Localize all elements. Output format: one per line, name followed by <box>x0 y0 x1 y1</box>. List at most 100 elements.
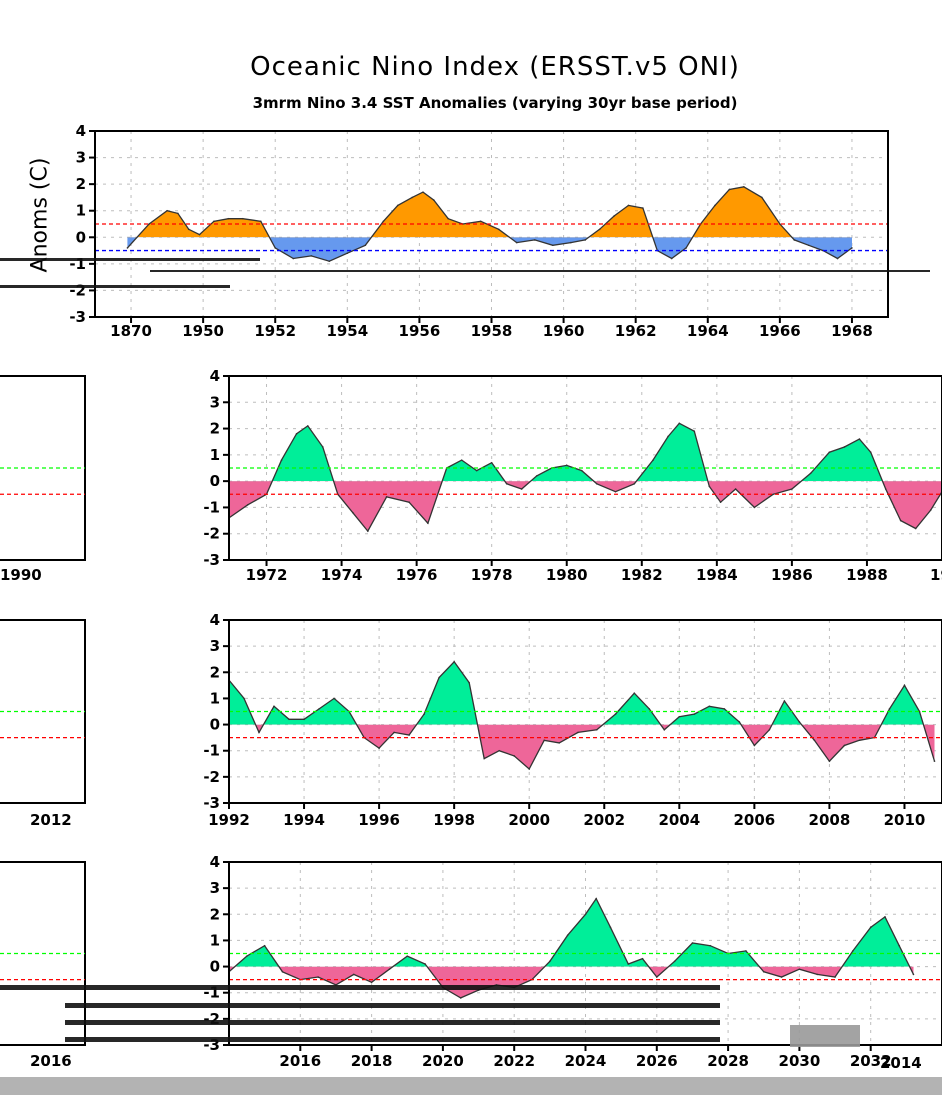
warm-fill <box>234 898 910 967</box>
data-point <box>370 981 373 984</box>
data-point <box>382 220 385 223</box>
data-point <box>834 976 836 978</box>
data-point <box>543 739 546 742</box>
warm-fill <box>229 423 942 482</box>
data-point <box>352 511 354 514</box>
x-tick-label: 1956 <box>399 322 441 340</box>
data-point <box>884 916 886 918</box>
x-tick-label: 2022 <box>493 1052 535 1070</box>
data-point <box>246 955 248 957</box>
data-point <box>912 973 915 976</box>
cool-fill <box>229 966 914 998</box>
data-point <box>352 973 355 976</box>
data-point <box>406 955 409 957</box>
data-point <box>648 708 651 710</box>
x-tick-label: 1988 <box>846 566 888 584</box>
data-point <box>148 223 150 225</box>
data-point <box>595 897 597 900</box>
data-point <box>328 260 331 263</box>
x-tick-label: 2026 <box>636 1052 678 1070</box>
data-point <box>427 522 429 524</box>
data-point <box>241 217 244 220</box>
data-point <box>627 963 630 965</box>
data-point <box>243 697 245 700</box>
data-point <box>678 422 681 425</box>
data-point <box>869 926 872 929</box>
x-tick-label: 1960 <box>543 322 585 340</box>
data-point <box>408 734 410 736</box>
data-point <box>513 755 515 757</box>
data-point <box>899 519 902 522</box>
y-tick-label: -2 <box>203 1010 220 1028</box>
data-point <box>566 934 569 936</box>
series-area <box>229 422 942 533</box>
x-tick-label: 2028 <box>707 1052 749 1070</box>
data-point <box>753 744 756 747</box>
data-point <box>393 731 395 734</box>
data-point <box>479 220 482 223</box>
data-point <box>468 681 470 684</box>
y-tick-label: 4 <box>210 853 220 871</box>
data-point <box>584 913 587 916</box>
data-point <box>438 676 440 679</box>
y-tick-label: 1 <box>210 446 220 464</box>
data-point <box>761 196 763 199</box>
data-point <box>595 482 598 485</box>
y-tick-label: 3 <box>76 149 86 167</box>
y-tick-label: 4 <box>210 367 220 385</box>
data-point <box>851 247 853 249</box>
data-point <box>460 459 463 461</box>
data-point <box>177 212 179 215</box>
data-point <box>378 747 380 749</box>
data-point <box>723 708 726 710</box>
x-tick-label: 2032 <box>850 1052 892 1070</box>
data-point <box>858 438 861 440</box>
series-area <box>126 186 853 263</box>
glitch-band <box>65 1037 720 1042</box>
data-point <box>809 472 812 475</box>
data-point <box>396 204 399 207</box>
data-point <box>307 425 309 427</box>
data-point <box>670 257 673 260</box>
data-point <box>691 942 694 944</box>
data-point <box>914 527 917 530</box>
data-point <box>807 244 810 247</box>
y-tick-label: 2 <box>210 420 220 438</box>
panel-1: -3 -2 -1 0 1 2 3 4 1870 1950 1952 1954 1956 1958 1960 1… <box>69 122 889 340</box>
series-line <box>126 186 853 262</box>
data-point <box>483 757 485 760</box>
panel-3: -3 -2 -1 0 1 2 3 4 1992 1994 1996 1998 2000 2002 2004 2… <box>203 611 942 829</box>
data-point <box>584 239 587 241</box>
data-point <box>577 731 579 734</box>
x-tick-label: 2030 <box>779 1052 821 1070</box>
partial-x-tick-label: 2014 <box>880 1054 922 1072</box>
data-point <box>549 960 551 963</box>
data-point <box>673 960 676 963</box>
data-point <box>551 244 554 247</box>
data-point <box>274 247 277 249</box>
series-area <box>229 897 915 999</box>
x-tick-label: 1954 <box>326 322 368 340</box>
data-point <box>447 217 450 220</box>
data-point <box>693 713 696 715</box>
data-point <box>745 950 747 952</box>
x-tick-label: 2000 <box>508 811 550 829</box>
x-tick-label: 1996 <box>358 811 400 829</box>
y-tick-label: -1 <box>203 742 220 760</box>
data-point <box>858 739 861 742</box>
data-point <box>813 739 816 742</box>
y-tick-label: 1 <box>76 202 86 220</box>
data-point <box>714 204 716 207</box>
data-point <box>652 459 654 461</box>
y-tick-label: 3 <box>210 393 220 411</box>
data-point <box>280 459 283 461</box>
partial-x-tick-label: 2016 <box>30 1052 72 1070</box>
data-point <box>780 976 783 978</box>
chart-title: Oceanic Nino Index (ERSST.v5 ONI) <box>250 52 740 82</box>
data-point <box>528 768 531 770</box>
data-point <box>828 451 831 454</box>
y-tick-label: 1 <box>210 931 220 949</box>
data-point <box>505 482 508 485</box>
data-point <box>708 705 711 708</box>
data-point <box>663 729 666 731</box>
